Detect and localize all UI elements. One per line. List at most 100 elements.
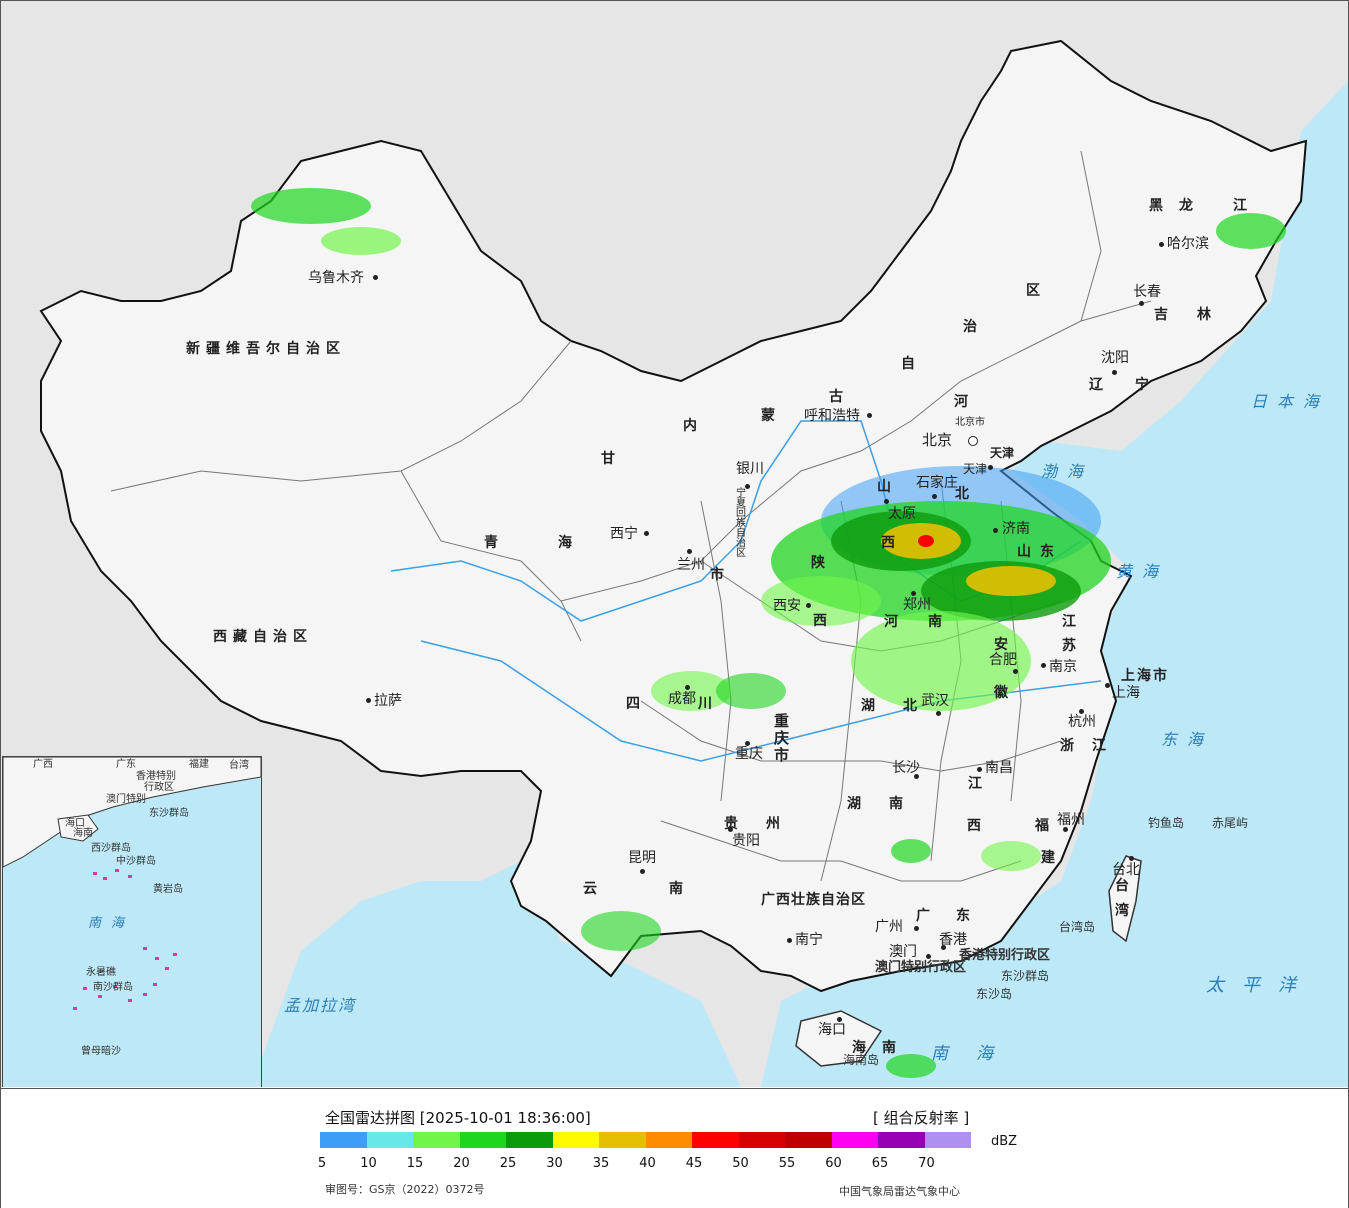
city-label: 济南 <box>1002 521 1030 537</box>
province-label: 区 <box>1026 283 1046 299</box>
province-label: 古 <box>829 389 849 405</box>
province-label: 云 <box>583 881 603 897</box>
tick-label: 25 <box>499 1156 517 1171</box>
province-label-shanghai: 上海市 <box>1121 668 1169 684</box>
city-dot <box>977 767 982 772</box>
province-label: 江 <box>1233 198 1253 214</box>
province-label: 西 <box>813 613 833 629</box>
city-label: 南宁 <box>795 932 823 948</box>
inset-label: 南海 <box>88 916 135 931</box>
tick-label: 15 <box>406 1156 424 1171</box>
inset-label: 中沙群岛 <box>116 856 156 867</box>
city-dot <box>1041 663 1046 668</box>
sea-label: 东海 <box>1161 730 1214 749</box>
inset-label: 南沙群岛 <box>93 982 133 993</box>
city-dot <box>932 494 937 499</box>
tick-label: 35 <box>592 1156 610 1171</box>
province-label: 河 <box>954 394 974 410</box>
province-label: 治 <box>963 319 983 335</box>
tick-label: 70 <box>918 1156 935 1171</box>
province-label: 新疆维吾尔自治区 <box>186 341 346 357</box>
province-label: 南 <box>882 1040 902 1056</box>
inset-label: 福建 <box>189 759 209 770</box>
inset-label: 行政区 <box>144 782 174 793</box>
map-canvas <box>39 39 1348 1087</box>
city-label: 拉萨 <box>374 693 402 709</box>
city-label: 重庆 <box>735 746 763 762</box>
province-label: 市 <box>710 567 730 583</box>
city-dot <box>914 926 919 931</box>
inset-canvas <box>3 757 261 1010</box>
city-dot <box>1139 301 1144 306</box>
color-swatch <box>831 1132 878 1148</box>
island-label: 台湾岛 <box>1059 920 1096 934</box>
city-label: 澳门 <box>889 944 917 960</box>
province-label: 建 <box>1041 850 1061 866</box>
city-label: 西宁 <box>610 526 638 542</box>
tick-label: 30 <box>546 1156 563 1171</box>
legend-panel: 全国雷达拼图 [2025-10-01 18:36:00] [ 组合反射率 ] 5… <box>1 1088 1348 1208</box>
city-label: 上海 <box>1112 685 1140 701</box>
province-label: 贵 <box>724 816 744 832</box>
color-swatch <box>645 1132 692 1148</box>
province-label: 北 <box>903 698 923 714</box>
capital-symbol <box>968 436 978 446</box>
province-label: 南 <box>889 796 909 812</box>
tick-label: 5 <box>317 1156 327 1171</box>
radar-echoes <box>251 188 1286 1078</box>
sea-label: 南海 <box>931 1044 1021 1064</box>
color-swatch <box>924 1132 971 1148</box>
province-label: 宁 <box>1135 377 1155 393</box>
province-label: 江 <box>1062 614 1082 630</box>
province-label: 河 <box>884 614 904 630</box>
tick-label: 65 <box>871 1156 889 1171</box>
province-label: 甘 <box>601 451 621 467</box>
city-label: 西安 <box>773 598 801 614</box>
city-label: 北京 <box>922 431 953 449</box>
province-label: 黑 <box>1149 198 1169 214</box>
sea-label: 太平洋 <box>1206 975 1314 996</box>
tick-label: 20 <box>453 1156 470 1171</box>
island-label: 钓鱼岛 <box>1148 816 1185 830</box>
inset-label: 东沙群岛 <box>149 808 189 819</box>
province-label: 广 <box>916 908 936 924</box>
city-label: 台北 <box>1112 862 1140 878</box>
province-label: 东 <box>956 908 976 924</box>
island-label: 赤尾屿 <box>1212 816 1249 830</box>
island-label: 澳门特别行政区 <box>875 960 967 975</box>
province-label: 海 <box>852 1040 872 1056</box>
tick-label: 40 <box>639 1156 656 1171</box>
city-dot <box>993 528 998 533</box>
province-label: 南 <box>928 614 948 630</box>
city-label: 太原 <box>888 506 916 522</box>
city-label: 杭州 <box>1068 714 1096 730</box>
province-label-tianjin: 天津 <box>990 446 1015 460</box>
color-swatch <box>366 1132 413 1148</box>
city-label: 哈尔滨 <box>1167 236 1209 252</box>
city-dot <box>1129 856 1134 861</box>
color-swatch <box>413 1132 460 1148</box>
province-label: 内 <box>683 418 703 434</box>
city-dot <box>1112 370 1117 375</box>
province-label: 吉 <box>1154 307 1174 323</box>
inset-label: 永暑礁 <box>86 967 116 978</box>
city-dot <box>687 549 692 554</box>
city-dot <box>914 774 919 779</box>
province-label: 山 <box>1017 544 1037 560</box>
sea-label: 孟加拉湾 <box>284 996 357 1015</box>
province-label: 湾 <box>1115 903 1135 919</box>
city-label: 郑州 <box>903 597 931 613</box>
color-swatch <box>320 1132 367 1148</box>
city-dot <box>936 711 941 716</box>
color-swatch <box>552 1132 599 1148</box>
city-label: 天津 <box>963 462 988 476</box>
province-label: 自 <box>901 356 921 372</box>
producer-label: 中国气象局雷达气象中心 <box>839 1185 960 1198</box>
city-dot <box>745 484 750 489</box>
taiwan-island <box>1108 855 1142 943</box>
city-dot <box>1063 827 1068 832</box>
province-label: 青 <box>484 535 504 551</box>
city-dot <box>1013 669 1018 674</box>
island-label: 东沙岛 <box>976 987 1013 1001</box>
city-label: 广州 <box>875 919 903 935</box>
